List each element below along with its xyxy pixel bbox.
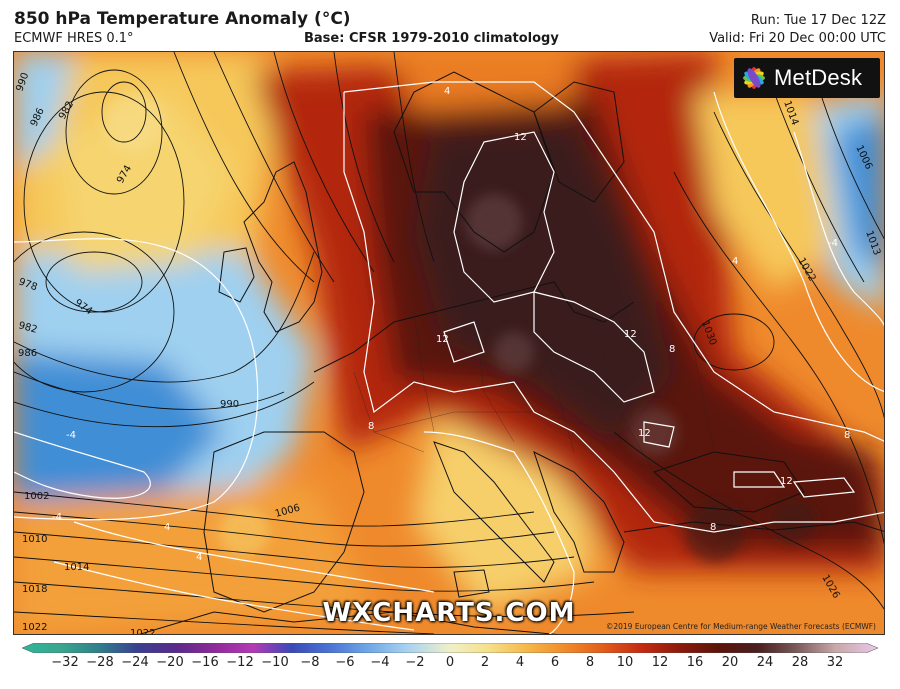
anomaly-field [14, 52, 884, 634]
colorbar-tick-label: 12 [651, 655, 669, 670]
colorbar [22, 643, 878, 653]
colorbar-tick-label: 32 [826, 655, 844, 670]
anomaly-label: 4 [732, 256, 738, 267]
isobar-label: 986 [18, 348, 37, 359]
colorbar-tick-label: 28 [791, 655, 809, 670]
isobar-label: 1018 [22, 584, 47, 595]
anomaly-label: 4 [444, 86, 450, 97]
isobar-label: 1022 [130, 628, 155, 635]
metdesk-logo[interactable]: MetDesk [734, 58, 880, 98]
colorbar-tick-label: 6 [550, 655, 560, 670]
watermark: WXCHARTS.COM [322, 598, 576, 628]
anomaly-labels: 12 12 12 12 12 8 8 8 8 4 4 4 4 -4 -4 -4 [52, 86, 850, 563]
coastlines [138, 71, 884, 634]
anomaly-map[interactable]: 990 986 982 974 978 974 982 986 990 1002… [13, 51, 885, 635]
colorbar-tick-label: −24 [121, 655, 149, 670]
colorbar-tick-label: −8 [300, 655, 320, 670]
run-label: Run: Tue 17 Dec 12Z [750, 13, 886, 28]
isobar-label: 1010 [22, 534, 47, 545]
isobar-label: 1002 [24, 491, 49, 502]
colorbar-tick-label: −28 [86, 655, 114, 670]
model-label: ECMWF HRES 0.1° [14, 31, 134, 46]
colorbar-tick-label: −20 [156, 655, 184, 670]
metdesk-flower-icon [743, 67, 765, 89]
anomaly-label: -4 [828, 238, 838, 249]
anomaly-label: 8 [844, 430, 850, 441]
colorbar-tick-label: −2 [405, 655, 425, 670]
anomaly-label: 12 [624, 329, 637, 340]
isobar-label: 1014 [64, 562, 89, 573]
anomaly-label: -4 [66, 430, 76, 441]
anomaly-contours [14, 81, 884, 634]
anomaly-label: 12 [780, 476, 793, 487]
valid-label: Valid: Fri 20 Dec 00:00 UTC [709, 31, 886, 46]
anomaly-label: 8 [710, 522, 716, 533]
anomaly-label: 12 [436, 334, 449, 345]
isobar-label: 1022 [22, 622, 47, 633]
anomaly-label: 12 [514, 132, 527, 143]
colorbar-tick-label: −6 [335, 655, 355, 670]
colorbar-tick-label: 8 [585, 655, 595, 670]
colorbar-tick-label: 24 [756, 655, 774, 670]
colorbar-ticks: −32 −28 −24 −20 −16 −12 −10 −8 −6 −4 −2 0 2 4 6 8 10 12 16… [0, 655, 900, 675]
copyright-text: ©2019 European Centre for Medium-range W… [605, 622, 876, 631]
anomaly-speckle [104, 92, 816, 562]
isobar-label: 982 [17, 320, 38, 336]
colorbar-tick-label: 2 [480, 655, 490, 670]
anomaly-label: 8 [368, 421, 374, 432]
chart-title: 850 hPa Temperature Anomaly (°C) [14, 9, 351, 29]
anomaly-label: 4 [196, 552, 202, 563]
colorbar-tick-label: −4 [370, 655, 390, 670]
colorbar-tick-label: 16 [686, 655, 704, 670]
colorbar-tick-label: 10 [616, 655, 634, 670]
anomaly-label: -4 [52, 512, 62, 523]
colorbar-tick-label: −16 [191, 655, 219, 670]
anomaly-label: 8 [669, 344, 675, 355]
anomaly-label: 4 [164, 522, 170, 533]
colorbar-tick-label: 20 [721, 655, 739, 670]
anomaly-label: 12 [638, 428, 651, 439]
base-label: Base: CFSR 1979-2010 climatology [304, 31, 559, 46]
colorbar-tick-label: −10 [261, 655, 289, 670]
map-svg: 990 986 982 974 978 974 982 986 990 1002… [14, 52, 884, 635]
colorbar-tick-label: −32 [51, 655, 79, 670]
colorbar-tick-label: 0 [445, 655, 455, 670]
logo-text: MetDesk [774, 65, 863, 90]
isobar-label: 990 [220, 399, 239, 410]
colorbar-tick-label: 4 [515, 655, 525, 670]
colorbar-tick-label: −12 [226, 655, 254, 670]
